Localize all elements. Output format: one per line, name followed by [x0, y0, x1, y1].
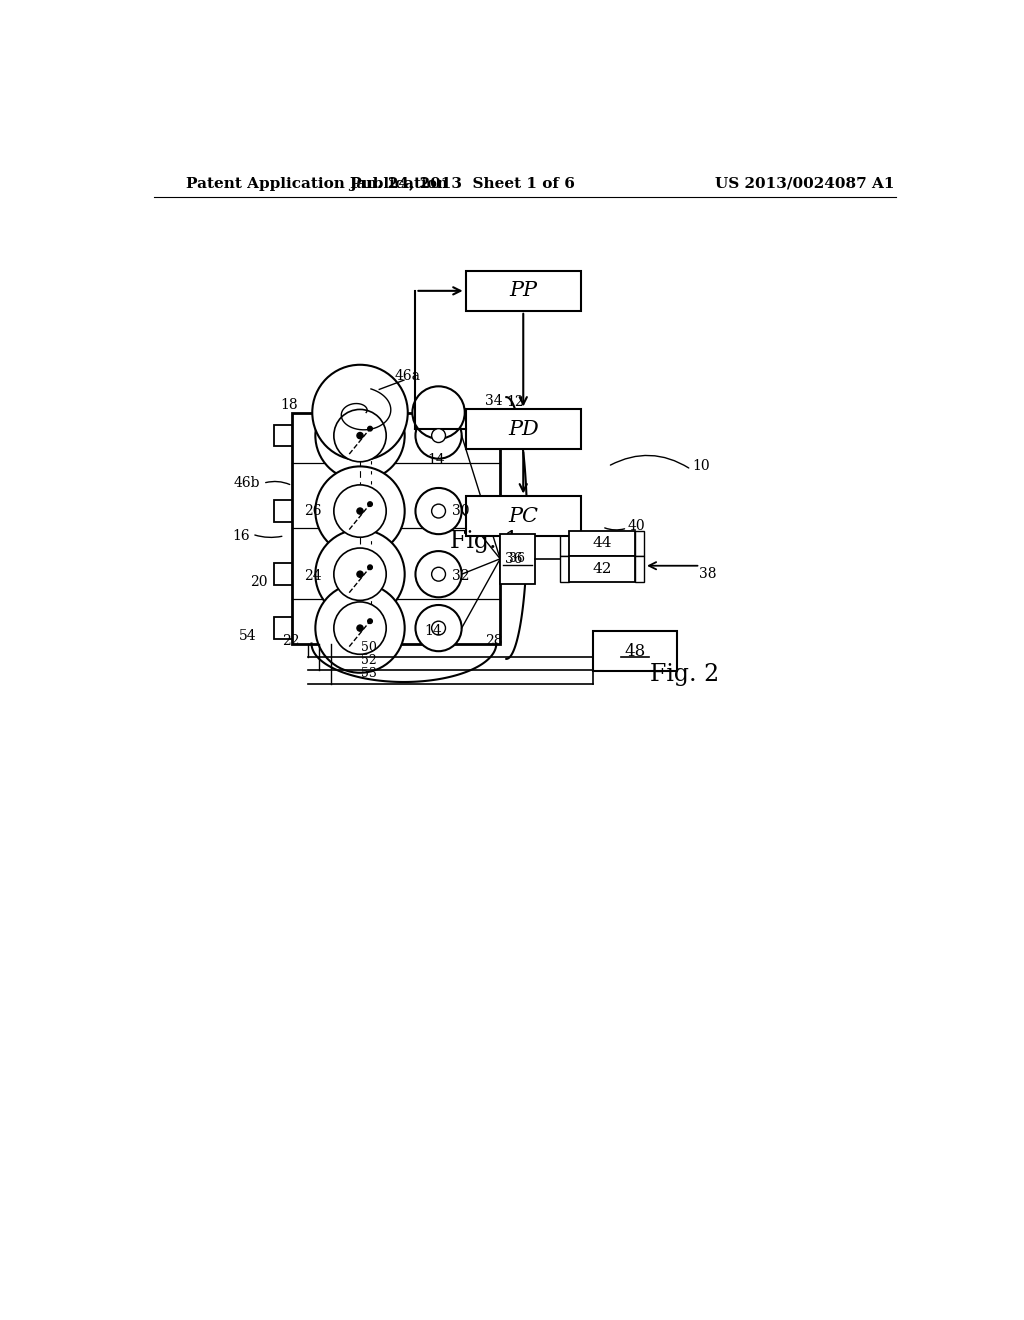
Circle shape — [416, 488, 462, 535]
Bar — [466, 409, 581, 449]
Bar — [273, 500, 292, 521]
Bar — [466, 271, 581, 312]
Text: 48: 48 — [625, 643, 645, 660]
Circle shape — [368, 619, 373, 623]
Text: 53: 53 — [361, 667, 377, 680]
Text: PP: PP — [509, 281, 538, 301]
Text: 42: 42 — [593, 562, 612, 576]
Text: 12: 12 — [506, 396, 524, 409]
Text: 40: 40 — [628, 520, 645, 533]
Bar — [500, 533, 535, 583]
Text: 20: 20 — [250, 576, 267, 589]
Circle shape — [416, 605, 462, 651]
Text: 14: 14 — [427, 453, 444, 467]
Text: 54: 54 — [239, 628, 256, 643]
Bar — [273, 618, 292, 639]
Bar — [466, 496, 581, 536]
Text: 52: 52 — [361, 653, 377, 667]
Bar — [635, 531, 644, 556]
Bar — [292, 412, 500, 644]
Bar — [560, 556, 569, 582]
Text: US 2013/0024087 A1: US 2013/0024087 A1 — [715, 177, 894, 191]
Circle shape — [368, 502, 373, 507]
Bar — [569, 531, 635, 556]
Text: 10: 10 — [692, 459, 711, 474]
Text: 30: 30 — [453, 504, 470, 517]
Circle shape — [357, 572, 364, 577]
Circle shape — [368, 565, 373, 570]
Text: 32: 32 — [453, 569, 470, 582]
Text: 36: 36 — [510, 552, 525, 565]
Bar — [273, 425, 292, 446]
Text: Jan. 24, 2013  Sheet 1 of 6: Jan. 24, 2013 Sheet 1 of 6 — [349, 177, 574, 191]
Text: 36: 36 — [505, 552, 522, 566]
Circle shape — [368, 426, 373, 430]
Bar — [593, 631, 677, 671]
Text: 46b: 46b — [233, 477, 260, 490]
Circle shape — [334, 484, 386, 537]
Text: Patent Application Publication: Patent Application Publication — [186, 177, 449, 191]
Text: 14: 14 — [425, 624, 442, 638]
Text: 22: 22 — [283, 634, 300, 648]
Text: 18: 18 — [281, 397, 298, 412]
Text: PD: PD — [508, 420, 539, 440]
Bar — [273, 564, 292, 585]
Circle shape — [315, 529, 404, 619]
Circle shape — [315, 466, 404, 556]
Text: 38: 38 — [698, 568, 717, 581]
Circle shape — [413, 387, 465, 438]
Bar — [560, 531, 569, 556]
Circle shape — [334, 602, 386, 655]
Circle shape — [334, 548, 386, 601]
Text: 24: 24 — [304, 569, 322, 582]
Text: 46a: 46a — [395, 368, 421, 383]
Circle shape — [432, 504, 445, 517]
Circle shape — [357, 626, 364, 631]
Text: 50: 50 — [361, 640, 377, 653]
Circle shape — [357, 508, 364, 515]
Text: 26: 26 — [304, 504, 322, 517]
Text: 28: 28 — [484, 634, 502, 648]
Circle shape — [432, 568, 445, 581]
Circle shape — [315, 391, 404, 480]
Circle shape — [357, 433, 364, 438]
Bar — [569, 556, 635, 582]
Text: 34: 34 — [484, 393, 503, 408]
Text: 44: 44 — [593, 536, 612, 550]
Text: PC: PC — [508, 507, 539, 525]
Text: 16: 16 — [232, 529, 250, 543]
Circle shape — [416, 413, 462, 459]
Circle shape — [432, 622, 445, 635]
Circle shape — [315, 583, 404, 673]
Bar — [635, 556, 644, 582]
Circle shape — [432, 429, 445, 442]
Text: Fig. 2: Fig. 2 — [650, 663, 720, 686]
Circle shape — [312, 364, 408, 461]
Circle shape — [334, 409, 386, 462]
Text: Fig. 1: Fig. 1 — [451, 531, 519, 553]
Circle shape — [416, 552, 462, 597]
